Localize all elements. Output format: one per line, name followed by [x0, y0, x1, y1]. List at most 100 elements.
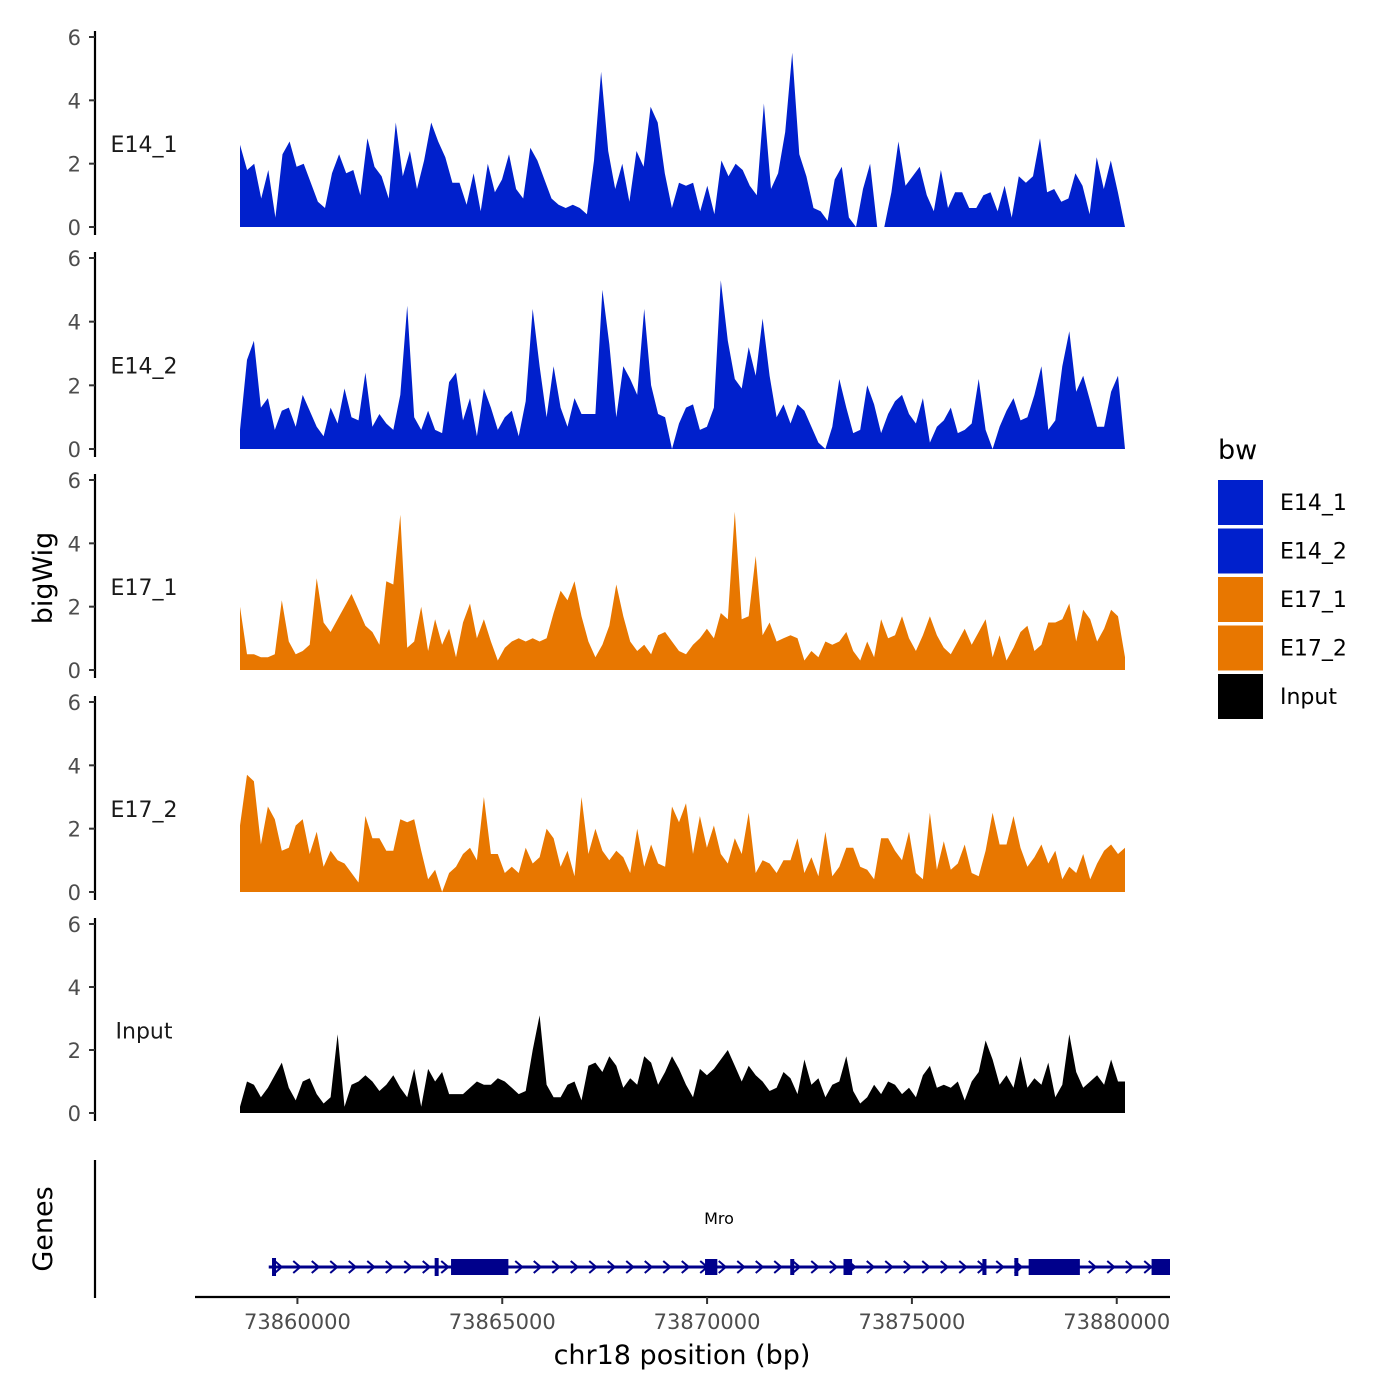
strand-chevron	[514, 1260, 524, 1274]
gene-exon	[1028, 1259, 1080, 1275]
x-tick-label: 73875000	[858, 1310, 965, 1334]
gene-exon	[1151, 1259, 1170, 1275]
strand-chevron	[292, 1260, 302, 1274]
legend-swatch-e17_1	[1218, 577, 1263, 622]
gene-name-label: Mro	[704, 1209, 734, 1228]
strand-chevron	[1143, 1260, 1153, 1274]
y-tick-label: 6	[68, 26, 81, 50]
y-tick-label: 0	[68, 438, 81, 462]
x-tick-label: 73865000	[449, 1310, 556, 1334]
y-tick-label: 6	[68, 913, 81, 937]
gene-exon	[705, 1259, 718, 1275]
strand-chevron	[958, 1260, 968, 1274]
track-label: E17_2	[111, 798, 178, 823]
coverage-area-e17_1	[240, 511, 1125, 670]
x-axis: 73860000 73865000 73870000 73875000 73880000	[195, 1295, 1170, 1334]
x-tick-label: 73880000	[1063, 1310, 1170, 1334]
strand-chevron	[792, 1260, 802, 1274]
strand-chevron	[718, 1260, 728, 1274]
strand-chevron	[662, 1260, 672, 1274]
legend-label: E17_2	[1280, 637, 1347, 662]
y-tick-label: 0	[68, 216, 81, 240]
track-panel-e14_2: 0 2 4 6 E14_2	[68, 247, 1125, 462]
strand-chevron	[625, 1260, 635, 1274]
strand-chevron	[736, 1260, 746, 1274]
y-axis-title: bigWig	[28, 532, 59, 625]
x-axis-title: chr18 position (bp)	[554, 1340, 811, 1371]
strand-chevron	[644, 1260, 654, 1274]
strand-chevron	[311, 1260, 321, 1274]
track-label: E14_2	[111, 355, 178, 380]
gene-exon	[272, 1258, 277, 1276]
coverage-area-input	[240, 1015, 1125, 1113]
strand-chevron	[403, 1260, 413, 1274]
strand-chevron	[1088, 1260, 1098, 1274]
coverage-area-e17_2	[240, 774, 1125, 892]
x-tick-label: 73870000	[654, 1310, 761, 1334]
strand-chevron	[1106, 1260, 1116, 1274]
gene-exon	[982, 1259, 987, 1275]
y-tick-label: 2	[68, 596, 81, 620]
strand-chevron	[1125, 1260, 1135, 1274]
strand-chevron	[366, 1260, 376, 1274]
legend-label: E14_2	[1280, 540, 1347, 565]
gene-exon	[434, 1258, 439, 1276]
strand-chevron	[551, 1260, 561, 1274]
strand-chevron	[755, 1260, 765, 1274]
y-tick-label: 4	[68, 754, 81, 778]
track-panel-e17_2: 0 2 4 6 E17_2	[68, 691, 1125, 905]
coverage-area-e14_2	[240, 280, 1125, 449]
strand-chevron	[810, 1260, 820, 1274]
strand-chevron	[995, 1260, 1005, 1274]
legend: bw E14_1 E14_2 E17_1 E17_2 Input	[1218, 435, 1347, 719]
legend-label: E14_1	[1280, 491, 1347, 516]
y-tick-label: 6	[68, 247, 81, 271]
legend-swatch-e17_2	[1218, 625, 1263, 671]
strand-chevron	[607, 1260, 617, 1274]
legend-label: Input	[1280, 685, 1337, 710]
y-tick-label: 6	[68, 469, 81, 493]
gene-exon	[1014, 1258, 1019, 1276]
strand-chevron	[940, 1260, 950, 1274]
y-tick-label: 4	[68, 976, 81, 1000]
strand-chevron	[274, 1260, 284, 1274]
strand-chevron	[329, 1260, 339, 1274]
strand-chevron	[903, 1260, 913, 1274]
strand-chevron	[773, 1260, 783, 1274]
legend-swatch-e14_2	[1218, 528, 1263, 574]
legend-swatch-e14_1	[1218, 480, 1263, 525]
legend-label: E17_1	[1280, 588, 1347, 613]
y-tick-label: 2	[68, 1039, 81, 1063]
y-tick-label: 4	[68, 311, 81, 335]
strand-chevron	[866, 1260, 876, 1274]
legend-swatch-input	[1218, 674, 1263, 719]
y-tick-label: 0	[68, 659, 81, 683]
track-label: E17_1	[111, 576, 178, 601]
coverage-tracks: 0 2 4 6 E14_1 0 2 4 6 E14_2 0 2 4 6 E17_1 0 2 4 6 E17_2 0 2 4 6…	[68, 26, 1125, 1126]
y-tick-label: 2	[68, 153, 81, 177]
track-label: E14_1	[111, 133, 178, 158]
y-tick-label: 2	[68, 818, 81, 842]
y-tick-label: 2	[68, 374, 81, 398]
track-panel-e14_1: 0 2 4 6 E14_1	[68, 26, 1125, 240]
strand-chevron	[385, 1260, 395, 1274]
strand-chevron	[348, 1260, 358, 1274]
strand-chevron	[884, 1260, 894, 1274]
strand-chevron	[570, 1260, 580, 1274]
track-label: Input	[116, 1020, 173, 1045]
gene-track: Genes Mro	[28, 1160, 1170, 1298]
y-tick-label: 6	[68, 691, 81, 715]
gene-exon	[451, 1259, 509, 1275]
strand-chevron	[829, 1260, 839, 1274]
strand-chevron	[921, 1260, 931, 1274]
strand-chevron	[533, 1260, 543, 1274]
y-tick-label: 4	[68, 89, 81, 113]
track-panel-input: 0 2 4 6 Input	[68, 913, 1125, 1126]
coverage-area-e14_1	[240, 52, 1125, 227]
track-panel-e17_1: 0 2 4 6 E17_1	[68, 469, 1125, 683]
strand-chevron	[588, 1260, 598, 1274]
strand-chevron	[440, 1260, 450, 1274]
gene-exon	[843, 1259, 853, 1275]
y-tick-label: 0	[68, 1102, 81, 1126]
